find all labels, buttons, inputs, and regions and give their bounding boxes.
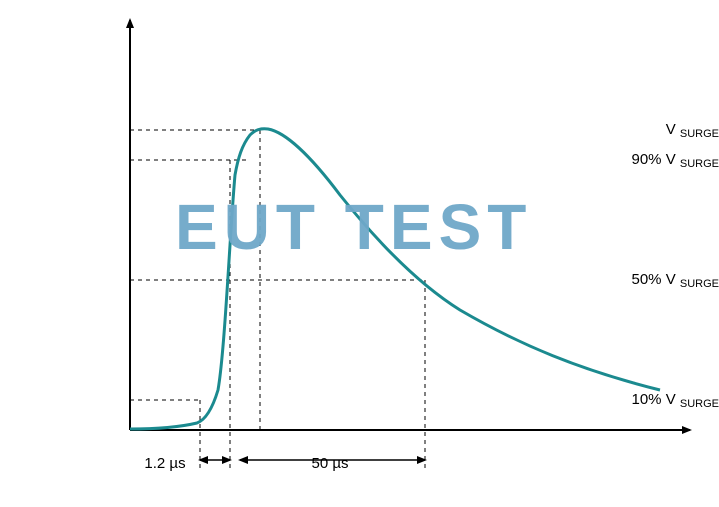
surge-waveform-chart: EUT TEST V SURGE 90% V SURGE 50% V SURGE… — [0, 0, 719, 507]
ylabel-90-text: 90% V SURGE — [632, 151, 719, 168]
ylabel-10: 10% V SURGE — [599, 391, 719, 408]
ylabel-50: 50% V SURGE — [599, 271, 719, 288]
surge-curve — [130, 129, 660, 429]
ylabel-100-text: V SURGE — [666, 121, 719, 138]
xlabel-half: 50 µs — [295, 455, 365, 472]
ylabel-100: V SURGE — [599, 121, 719, 138]
ylabel-90: 90% V SURGE — [599, 151, 719, 168]
ylabel-50-text: 50% V SURGE — [632, 271, 719, 288]
ylabel-10-text: 10% V SURGE — [632, 391, 719, 408]
chart-svg — [0, 0, 719, 507]
xlabel-rise: 1.2 µs — [130, 455, 200, 472]
